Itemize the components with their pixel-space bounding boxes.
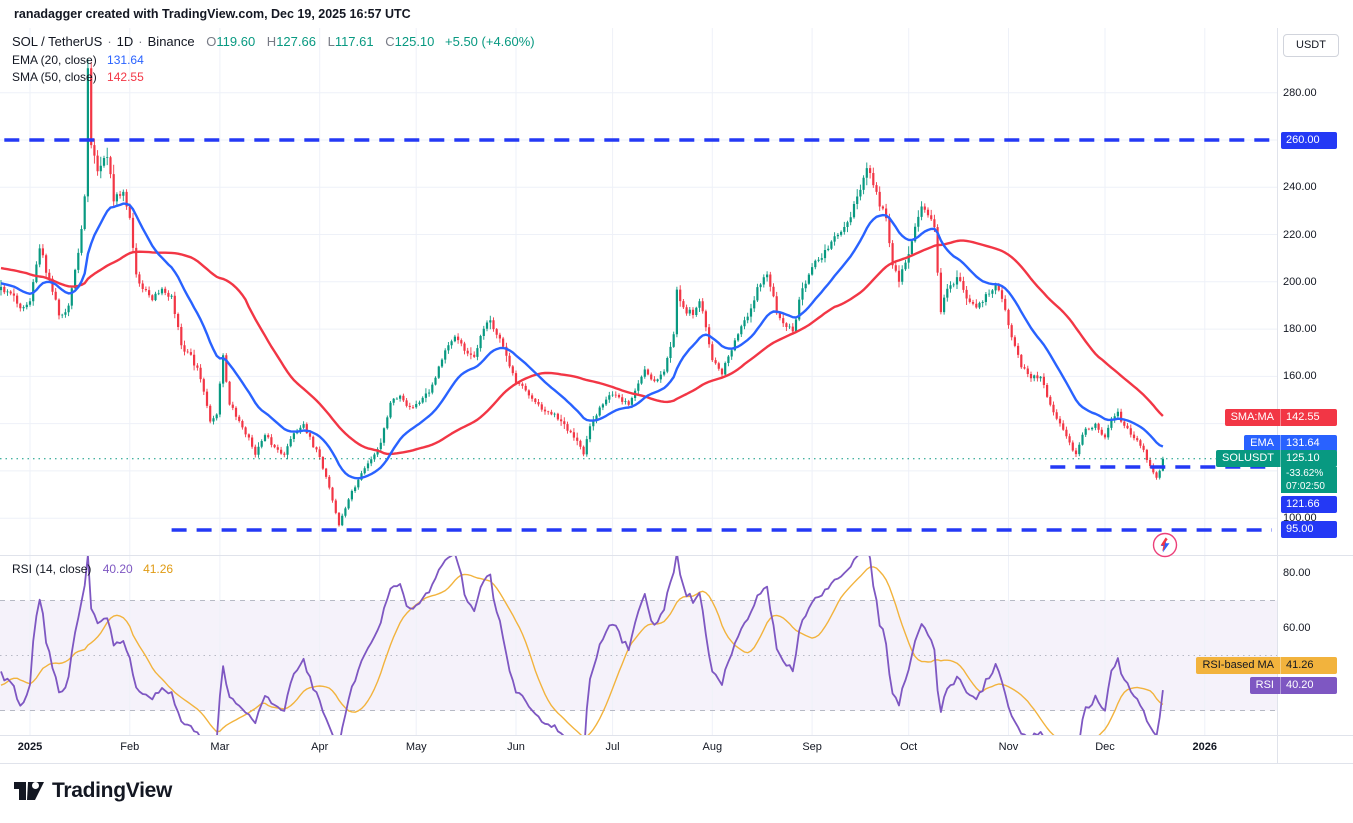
time-axis-label: Nov bbox=[998, 741, 1019, 753]
sma-value: 142.55 bbox=[107, 70, 144, 84]
time-axis-label: Mar bbox=[210, 741, 230, 753]
price-tick-label: 100.00 bbox=[1283, 512, 1317, 525]
chart-area: SOL / TetherUS · 1D · Binance O119.60 H127.6… bbox=[0, 28, 1353, 764]
close-key: C bbox=[385, 34, 395, 49]
sma-value-badge: SMA:MA 142.55 bbox=[1224, 409, 1337, 427]
rsi-tick-label: 80.00 bbox=[1283, 567, 1311, 579]
low-value: 117.61 bbox=[334, 34, 374, 49]
interval-label[interactable]: 1D bbox=[116, 34, 134, 49]
ema-label: EMA (20, close) bbox=[12, 53, 97, 67]
sma-legend-row[interactable]: SMA (50, close) 142.55 bbox=[12, 70, 144, 84]
dot-separator: · bbox=[138, 34, 143, 49]
last-price-badge-sub: 07:02:50 bbox=[1281, 480, 1337, 494]
low-key: L bbox=[327, 34, 335, 49]
last-price-badge: SOLUSDT 125.10 bbox=[1216, 450, 1337, 468]
level-260-badge: 260.00 bbox=[1281, 131, 1337, 149]
level-95-badge: 95.00 bbox=[1281, 521, 1337, 539]
close-value: 125.10 bbox=[394, 34, 435, 49]
time-axis-label: Aug bbox=[702, 741, 723, 753]
price-tick-label: 280.00 bbox=[1283, 86, 1317, 99]
currency-toggle-button[interactable]: USDT bbox=[1283, 34, 1339, 57]
time-axis-label: Sep bbox=[802, 741, 822, 753]
time-axis-label: Apr bbox=[311, 741, 329, 753]
dot-separator: · bbox=[107, 34, 112, 49]
price-tick-label: 200.00 bbox=[1283, 275, 1317, 288]
open-key: O bbox=[206, 34, 217, 49]
rsi-value: 40.20 bbox=[102, 562, 133, 576]
time-axis-label: Jul bbox=[605, 741, 620, 753]
open-value: 119.60 bbox=[216, 34, 256, 49]
price-pane-chart[interactable] bbox=[0, 28, 1277, 556]
rsi-ma-badge: RSI-based MA 41.26 bbox=[1196, 657, 1337, 675]
last-price-badge-sub: -33.62% bbox=[1281, 467, 1337, 481]
time-axis-label: Feb bbox=[120, 741, 140, 753]
rsi-legend-row[interactable]: RSI (14, close) 40.20 41.26 bbox=[12, 562, 173, 576]
symbol-name[interactable]: SOL / TetherUS bbox=[12, 34, 103, 49]
time-axis-label: May bbox=[405, 741, 427, 753]
price-tick-label: 180.00 bbox=[1283, 323, 1317, 336]
ema-legend-row[interactable]: EMA (20, close) 131.64 bbox=[12, 53, 144, 67]
price-tick-label: 160.00 bbox=[1283, 370, 1317, 383]
price-tick-label: 220.00 bbox=[1283, 228, 1317, 241]
time-axis-label: Jun bbox=[507, 741, 525, 753]
attribution-note: ranadagger created with TradingView.com,… bbox=[14, 7, 411, 21]
time-axis-label: 2025 bbox=[17, 741, 43, 753]
ema-value-badge: EMA 131.64 bbox=[1244, 434, 1337, 452]
tradingview-logo-mark bbox=[14, 782, 44, 800]
brand-name: TradingView bbox=[52, 779, 173, 802]
ema-value: 131.64 bbox=[107, 53, 144, 67]
quick-trade-bolt-icon[interactable] bbox=[1152, 532, 1178, 558]
price-axis[interactable] bbox=[1277, 28, 1353, 763]
time-axis-label: 2026 bbox=[1192, 741, 1218, 753]
change-value: +5.50 (+4.60%) bbox=[445, 34, 535, 49]
symbol-legend-row: SOL / TetherUS · 1D · Binance O119.60 H127.6… bbox=[12, 34, 535, 49]
high-value: 127.66 bbox=[276, 34, 316, 49]
time-axis-label: Dec bbox=[1095, 741, 1115, 753]
pane-separator[interactable] bbox=[0, 555, 1353, 556]
time-axis-label: Oct bbox=[900, 741, 918, 753]
sma-label: SMA (50, close) bbox=[12, 70, 97, 84]
tradingview-logo[interactable]: TradingView bbox=[14, 778, 172, 804]
rsi-value-badge: RSI 40.20 bbox=[1249, 676, 1337, 694]
time-axis[interactable] bbox=[0, 735, 1353, 764]
level-12166-badge: 121.66 bbox=[1281, 496, 1337, 514]
high-key: H bbox=[266, 34, 277, 49]
rsi-ma-value: 41.26 bbox=[143, 562, 174, 576]
rsi-tick-label: 60.00 bbox=[1283, 622, 1311, 634]
rsi-label: RSI (14, close) bbox=[12, 562, 92, 576]
rsi-pane-chart[interactable] bbox=[0, 556, 1277, 735]
price-tick-label: 240.00 bbox=[1283, 181, 1317, 194]
exchange-label[interactable]: Binance bbox=[147, 34, 195, 49]
